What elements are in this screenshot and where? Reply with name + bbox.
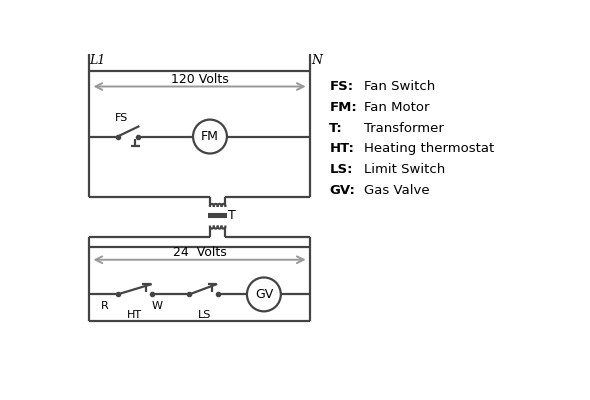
- Text: FS: FS: [115, 113, 128, 123]
- Text: HT:: HT:: [329, 142, 354, 155]
- Text: Transformer: Transformer: [364, 122, 444, 134]
- Text: FS:: FS:: [329, 80, 353, 93]
- Text: T: T: [228, 209, 236, 222]
- Text: Gas Valve: Gas Valve: [364, 184, 430, 197]
- Text: 120 Volts: 120 Volts: [171, 73, 228, 86]
- Text: Limit Switch: Limit Switch: [364, 163, 445, 176]
- Text: LS:: LS:: [329, 163, 353, 176]
- Text: GV: GV: [255, 288, 273, 301]
- Text: L1: L1: [89, 54, 106, 67]
- Text: FM:: FM:: [329, 101, 357, 114]
- Text: Fan Switch: Fan Switch: [364, 80, 435, 93]
- Text: N: N: [312, 54, 323, 67]
- Text: T:: T:: [329, 122, 343, 134]
- Text: HT: HT: [127, 310, 142, 320]
- Text: 24  Volts: 24 Volts: [173, 246, 227, 259]
- Text: W: W: [152, 300, 162, 310]
- Text: GV:: GV:: [329, 184, 355, 197]
- Text: FM: FM: [201, 130, 219, 143]
- Text: Fan Motor: Fan Motor: [364, 101, 430, 114]
- Text: R: R: [101, 300, 109, 310]
- Text: LS: LS: [198, 310, 211, 320]
- Text: Heating thermostat: Heating thermostat: [364, 142, 494, 155]
